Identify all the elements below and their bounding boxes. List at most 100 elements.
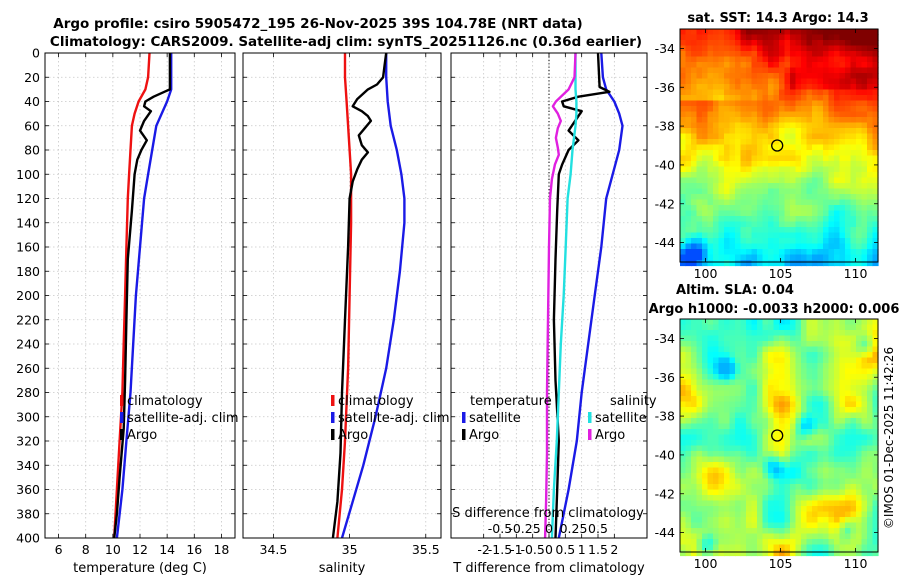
map-cell xyxy=(768,128,775,135)
map-cell xyxy=(834,238,841,245)
map-cell xyxy=(839,106,846,113)
map-cell xyxy=(856,489,863,496)
map-cell xyxy=(806,462,813,469)
map-cell xyxy=(740,73,747,80)
map-cell xyxy=(740,379,747,386)
map-cell xyxy=(696,385,703,392)
map-cell xyxy=(768,324,775,331)
map-cell xyxy=(724,330,731,337)
map-cell xyxy=(751,550,758,557)
map-cell xyxy=(812,434,819,441)
map-cell xyxy=(779,495,786,502)
map-cell xyxy=(696,199,703,206)
map-cell xyxy=(768,445,775,452)
map-cell xyxy=(823,254,830,261)
map-cell xyxy=(740,199,747,206)
map-cell xyxy=(691,227,698,234)
map-cell xyxy=(823,205,830,212)
map-cell xyxy=(773,29,780,36)
map-cell xyxy=(812,133,819,140)
map-cell xyxy=(746,161,753,168)
map-cell xyxy=(839,117,846,124)
map-cell xyxy=(768,249,775,256)
series-line-t-satellite xyxy=(557,53,624,538)
map-cell xyxy=(768,440,775,447)
map-cell xyxy=(828,473,835,480)
map-cell xyxy=(779,177,786,184)
map-cell xyxy=(757,396,764,403)
map-cell xyxy=(757,188,764,195)
map-cell xyxy=(762,368,769,375)
map-cell xyxy=(685,51,692,58)
depth-tick-label: 220 xyxy=(16,312,40,327)
map-cell xyxy=(773,533,780,540)
map-cell xyxy=(806,117,813,124)
map-cell xyxy=(746,429,753,436)
map-cell xyxy=(834,133,841,140)
map-cell xyxy=(867,489,874,496)
map-cell xyxy=(702,544,709,551)
map-cell xyxy=(768,89,775,96)
map-cell xyxy=(806,84,813,91)
map-cell xyxy=(817,363,824,370)
map-y-tick-label: -44 xyxy=(655,235,675,250)
map-cell xyxy=(746,418,753,425)
map-cell xyxy=(768,111,775,118)
map-cell xyxy=(735,423,742,430)
map-cell xyxy=(867,445,874,452)
map-cell xyxy=(806,161,813,168)
map-cell xyxy=(839,177,846,184)
map-cell xyxy=(856,210,863,217)
map-cell xyxy=(801,434,808,441)
map-cell xyxy=(850,379,857,386)
map-cell xyxy=(817,440,824,447)
map-cell xyxy=(718,166,725,173)
map-cell xyxy=(834,511,841,518)
axes-frame xyxy=(242,52,442,539)
map-cell xyxy=(795,462,802,469)
map-cell xyxy=(845,319,852,326)
map-cell xyxy=(762,62,769,69)
map-cell xyxy=(707,506,714,513)
map-cell xyxy=(795,40,802,47)
map-cell xyxy=(817,216,824,223)
map-cell xyxy=(724,451,731,458)
map-cell xyxy=(735,34,742,41)
map-cell xyxy=(762,456,769,463)
map-cell xyxy=(872,544,879,551)
map-cell xyxy=(812,216,819,223)
map-cell xyxy=(729,374,736,381)
map-cell xyxy=(735,478,742,485)
map-cell xyxy=(817,166,824,173)
map-cell xyxy=(801,238,808,245)
map-cell xyxy=(691,495,698,502)
map-cell xyxy=(801,330,808,337)
map-cell xyxy=(685,84,692,91)
map-cell xyxy=(691,150,698,157)
map-cell xyxy=(762,374,769,381)
map-cell xyxy=(861,51,868,58)
map-cell xyxy=(751,539,758,546)
map-cell xyxy=(746,440,753,447)
map-cell xyxy=(735,379,742,386)
map-cell xyxy=(795,133,802,140)
map-cell xyxy=(784,260,791,267)
legend-swatch xyxy=(331,395,335,406)
map-cell xyxy=(867,539,874,546)
map-cell xyxy=(806,401,813,408)
map-cell xyxy=(806,249,813,256)
map-cell xyxy=(746,155,753,162)
map-cell xyxy=(850,374,857,381)
map-cell xyxy=(729,528,736,535)
map-cell xyxy=(812,177,819,184)
map-cell xyxy=(850,385,857,392)
map-x-tick-label: 105 xyxy=(769,556,793,571)
map-cell xyxy=(817,412,824,419)
map-cell xyxy=(702,227,709,234)
map-cell xyxy=(768,45,775,52)
map-cell xyxy=(812,357,819,364)
map-cell xyxy=(685,511,692,518)
x-tick-label: 35.5 xyxy=(412,542,440,557)
map-cell xyxy=(806,188,813,195)
map-cell xyxy=(762,335,769,342)
